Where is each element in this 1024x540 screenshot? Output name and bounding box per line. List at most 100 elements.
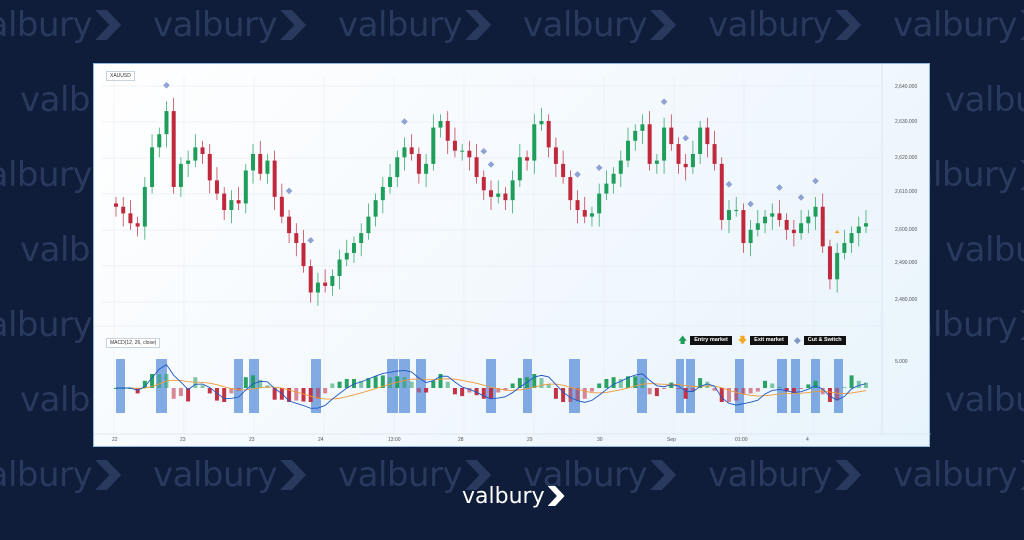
candle-body — [770, 213, 775, 217]
macd-histogram-bar — [748, 388, 753, 394]
macd-histogram-bar — [330, 383, 335, 388]
candle-body — [582, 210, 587, 217]
exit-market-marker — [834, 230, 840, 234]
candle-body — [315, 282, 320, 293]
macd-band — [791, 359, 800, 413]
macd-histogram-bar — [424, 388, 429, 393]
candle-body — [712, 144, 717, 164]
watermark-logo: valbury — [945, 230, 1024, 270]
macd-histogram-bar — [251, 375, 256, 388]
macd-histogram-bar — [351, 379, 356, 388]
macd-histogram-bar — [243, 377, 248, 388]
candle-body — [431, 127, 436, 164]
macd-signal-line — [116, 378, 867, 400]
candle-body — [128, 213, 133, 224]
macd-badge[interactable]: MACD(12, 26, close) — [106, 338, 161, 348]
candle-body — [157, 134, 162, 148]
macd-histogram-bar — [214, 388, 219, 401]
watermark-logo: valbury — [338, 455, 492, 495]
macd-histogram-bar — [294, 388, 299, 401]
cut-switch-marker — [574, 171, 581, 178]
candle-body — [510, 180, 515, 201]
macd-histogram-bar — [546, 384, 551, 388]
symbol-badge[interactable]: XAUUSD — [106, 71, 135, 81]
macd-band — [486, 359, 496, 413]
x-tick-label: 01:00 — [735, 437, 748, 443]
macd-histogram-bar — [186, 388, 191, 402]
macd-histogram-bar — [784, 388, 789, 392]
macd-band — [156, 359, 167, 413]
macd-band — [416, 359, 426, 413]
candle-body — [784, 219, 789, 230]
macd-histogram-bar — [467, 388, 472, 393]
macd-tick-label: 5.000 — [895, 359, 908, 365]
macd-histogram-bar — [503, 388, 508, 391]
y-tick-label: 2,640.000 — [895, 84, 917, 90]
macd-histogram-bar — [207, 388, 212, 394]
macd-histogram-bar — [582, 388, 587, 399]
macd-histogram-bar — [712, 388, 717, 391]
macd-histogram-bar — [553, 388, 558, 399]
cut-switch-marker — [660, 98, 668, 106]
candle-body — [373, 200, 378, 217]
up-arrow-icon: 🡅 — [678, 335, 688, 345]
candle-body — [460, 150, 465, 152]
cut-switch-marker — [307, 237, 314, 244]
candle-body — [178, 163, 183, 187]
macd-histogram-bar — [128, 388, 133, 389]
x-tick-label: 23 — [249, 437, 255, 443]
candle-body — [813, 206, 818, 217]
chevron-logo-icon — [547, 486, 565, 506]
macd-histogram-bar — [344, 379, 349, 388]
candle-body — [755, 223, 760, 230]
macd-histogram-bar — [308, 388, 313, 402]
candle-body — [618, 160, 623, 174]
macd-histogram-bar — [287, 388, 292, 402]
candle-body — [380, 186, 385, 201]
macd-histogram-bar — [633, 376, 638, 388]
candle-body — [344, 252, 349, 260]
macd-histogram-bar — [258, 379, 263, 388]
candle-body — [121, 206, 126, 214]
candle-body — [654, 160, 659, 164]
macd-histogram-bar — [813, 380, 818, 388]
watermark-logo: valbury — [945, 380, 1024, 420]
macd-histogram-bar — [669, 382, 674, 388]
macd-band — [387, 359, 398, 413]
candle-body — [142, 186, 147, 227]
candle-body — [719, 163, 724, 220]
macd-histogram-bar — [438, 374, 443, 388]
candle-body — [438, 120, 443, 128]
macd-histogram-bar — [791, 388, 796, 394]
macd-histogram-bar — [114, 388, 118, 389]
candle-body — [402, 147, 407, 158]
macd-histogram-bar — [142, 380, 147, 388]
macd-histogram-bar — [611, 377, 616, 388]
candle-body — [806, 216, 811, 224]
candle-body — [294, 233, 299, 244]
candle-body — [489, 190, 493, 197]
macd-histogram-bar — [618, 379, 623, 388]
macd-histogram-bar — [755, 388, 760, 392]
macd-histogram-bar — [597, 383, 602, 388]
chart-card: 2,640.000 2,630.000 2,620.000 2,610.000 2,60… — [93, 63, 931, 447]
brand-name: valbury — [462, 484, 545, 509]
cut-switch-marker — [401, 118, 408, 125]
macd-histogram-bar — [315, 388, 320, 399]
legend: 🡅 Entry market 🡇 Exit market ◆ Cut & Swi… — [678, 336, 846, 345]
macd-histogram-bar — [835, 388, 840, 401]
candle-body — [626, 140, 631, 161]
candle-body — [864, 223, 868, 227]
y-tick-label: 2,480.000 — [895, 297, 917, 303]
watermark-logo: valbury — [708, 455, 862, 495]
candle-body — [496, 193, 501, 197]
candle-body — [633, 130, 638, 141]
x-tick-label: 22 — [112, 437, 118, 443]
candle-body — [114, 203, 118, 207]
candle-body — [525, 157, 530, 161]
candle-body — [835, 252, 840, 280]
y-tick-label: 2,630.000 — [895, 119, 917, 125]
watermark-logo: valbury — [893, 5, 1024, 45]
candle-body — [683, 163, 688, 168]
candle-body — [690, 153, 695, 168]
